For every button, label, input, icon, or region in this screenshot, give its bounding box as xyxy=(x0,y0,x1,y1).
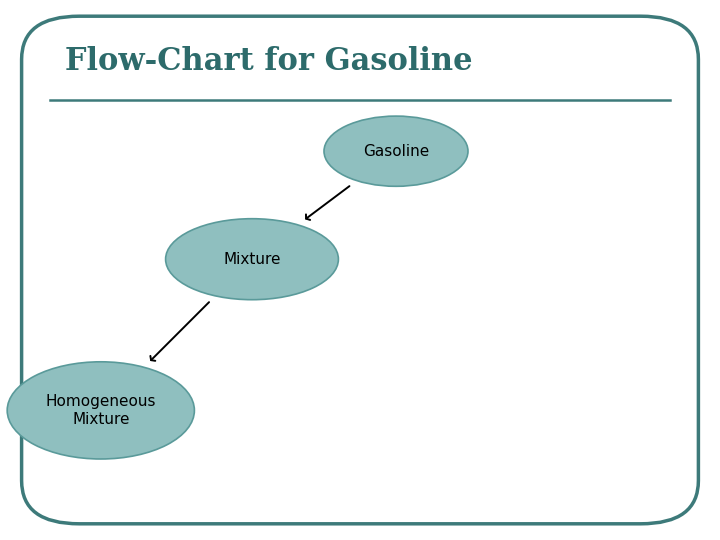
Text: Homogeneous
Mixture: Homogeneous Mixture xyxy=(45,394,156,427)
Text: Gasoline: Gasoline xyxy=(363,144,429,159)
Ellipse shape xyxy=(324,116,468,186)
Text: Flow-Chart for Gasoline: Flow-Chart for Gasoline xyxy=(65,46,472,77)
Text: Mixture: Mixture xyxy=(223,252,281,267)
FancyBboxPatch shape xyxy=(22,16,698,524)
Ellipse shape xyxy=(166,219,338,300)
Ellipse shape xyxy=(7,362,194,459)
